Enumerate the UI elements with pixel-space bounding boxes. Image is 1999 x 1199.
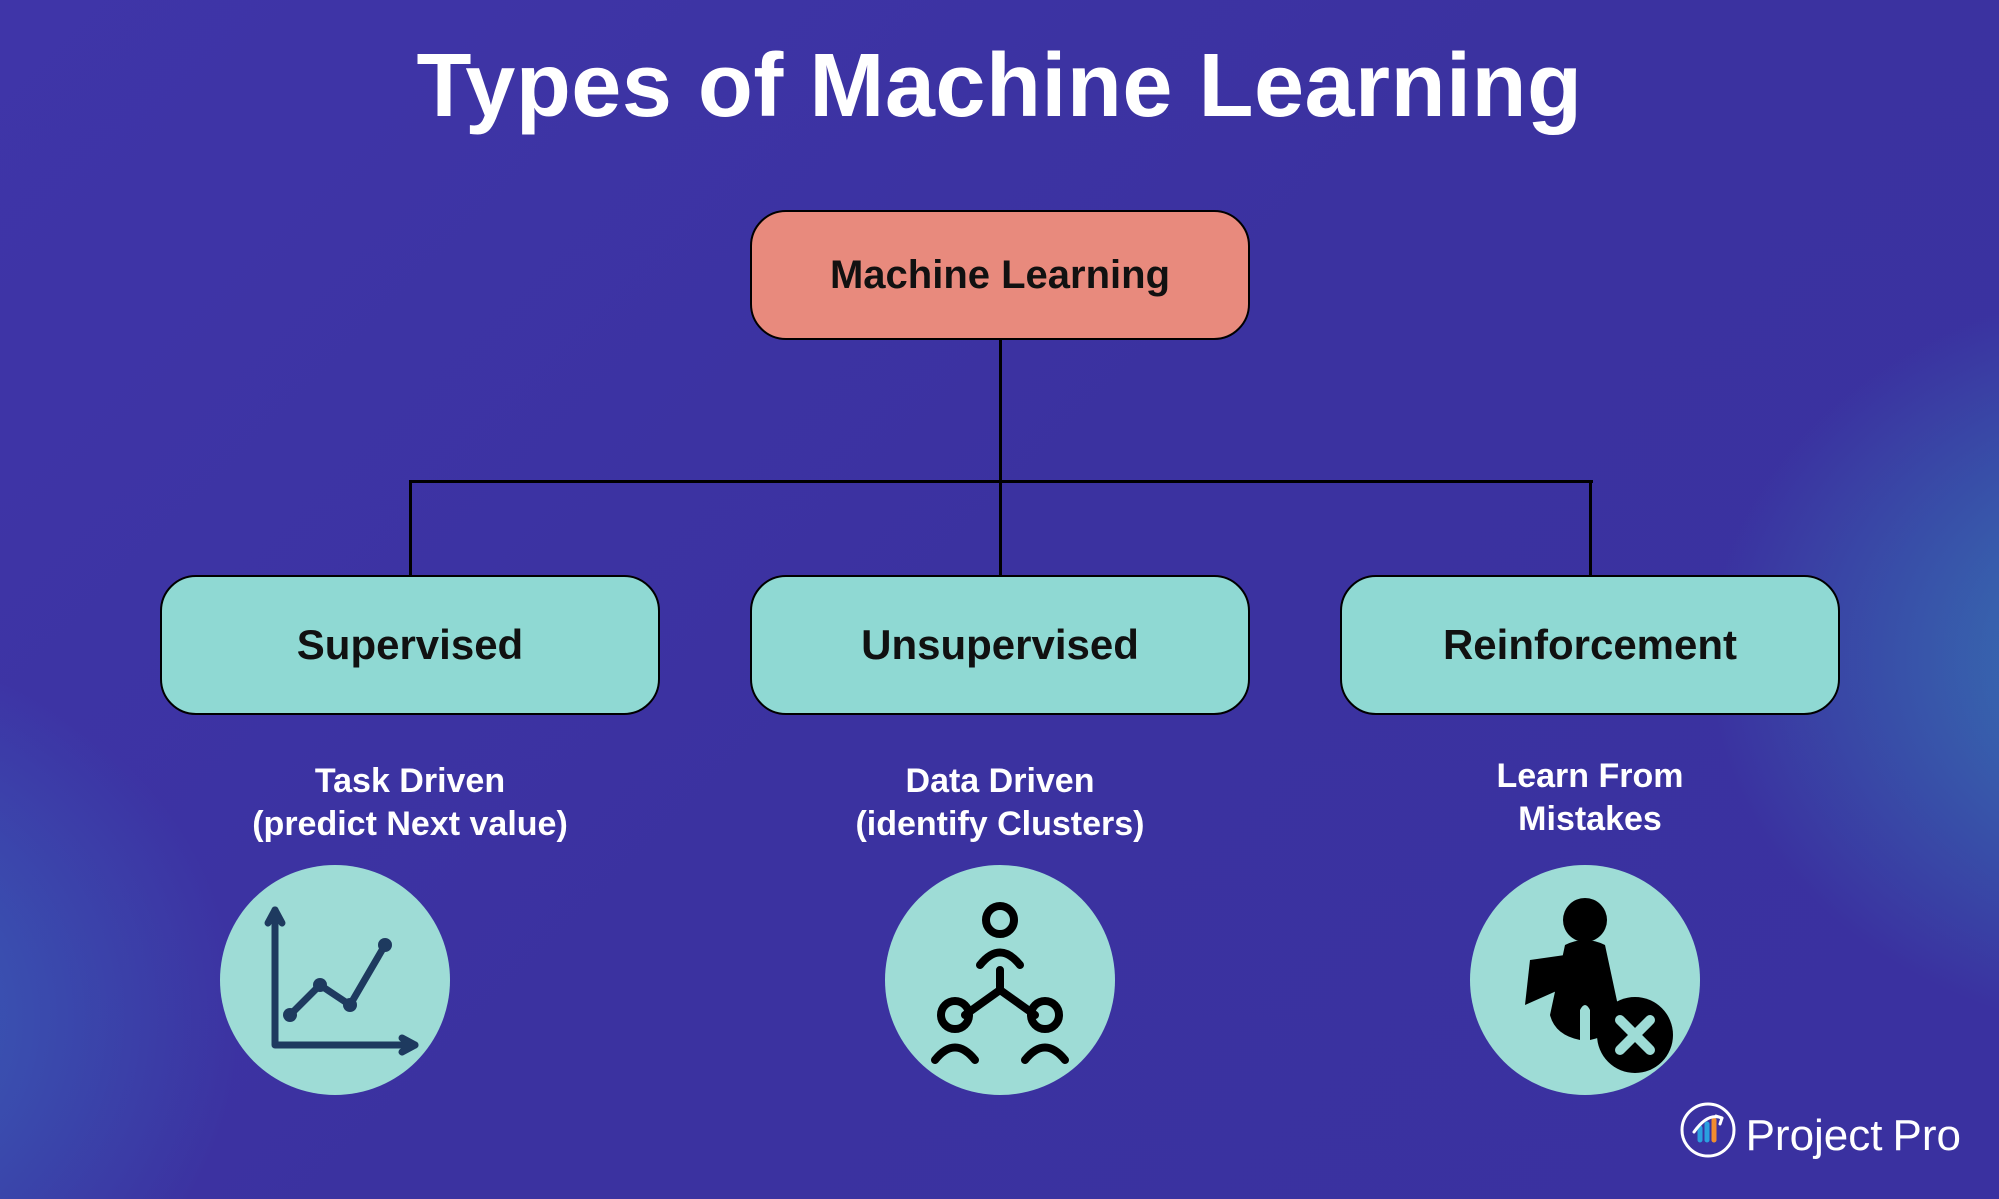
child-sublabel-unsupervised: Data Driven (identify Clusters) [770, 760, 1230, 845]
child-node-label: Supervised [297, 621, 523, 669]
diagram-canvas: Types of Machine Learning Machine Learni… [0, 0, 1999, 1199]
child-node-reinforcement: Reinforcement [1340, 575, 1840, 715]
cluster-icon [885, 865, 1115, 1095]
child-sublabel-supervised: Task Driven (predict Next value) [180, 760, 640, 845]
brand-suffix: Pro [1893, 1111, 1961, 1161]
chart-icon [220, 865, 450, 1095]
child-node-label: Reinforcement [1443, 621, 1737, 669]
child-node-supervised: Supervised [160, 575, 660, 715]
brand-icon [1680, 1102, 1736, 1169]
connector-line [410, 480, 1593, 483]
connector-line [1589, 480, 1592, 575]
root-node-label: Machine Learning [830, 253, 1170, 298]
root-node-machine-learning: Machine Learning [750, 210, 1250, 340]
child-node-unsupervised: Unsupervised [750, 575, 1250, 715]
child-node-label: Unsupervised [861, 621, 1139, 669]
connector-line [409, 480, 412, 575]
page-title: Types of Machine Learning [0, 35, 1999, 138]
mistake-icon [1470, 865, 1700, 1095]
child-sublabel-reinforcement: Learn From Mistakes [1390, 755, 1790, 840]
brand-name: Project [1746, 1111, 1883, 1161]
brand-logo: ProjectPro [1680, 1102, 1961, 1169]
connector-line [999, 480, 1002, 575]
connector-line [999, 340, 1002, 480]
